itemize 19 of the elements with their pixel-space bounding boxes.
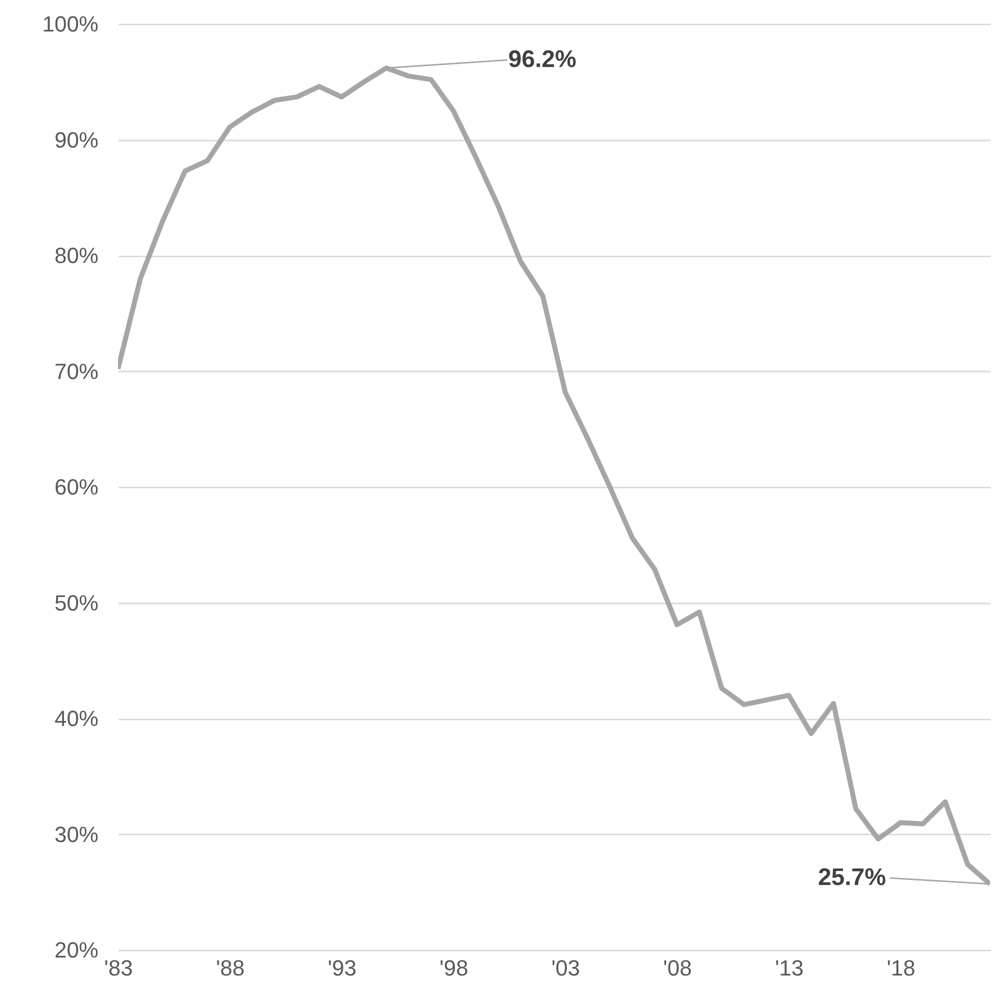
y-tick-label: 40% xyxy=(54,706,98,731)
x-tick-label: '18 xyxy=(886,956,916,980)
y-tick-label: 60% xyxy=(54,474,98,500)
y-tick-label: 70% xyxy=(54,358,98,384)
x-tick-label: '03 xyxy=(551,956,580,980)
y-tick-label: 20% xyxy=(54,938,98,962)
y-tick-label: 50% xyxy=(54,590,98,616)
x-tick-label: '88 xyxy=(216,956,245,980)
y-tick-label: 90% xyxy=(54,127,98,152)
x-tick-label: '13 xyxy=(774,956,804,980)
y-tick-label: 80% xyxy=(54,243,98,268)
x-tick-label: '08 xyxy=(663,956,692,980)
annotation: 96.2% xyxy=(508,46,576,73)
x-tick-label: '83 xyxy=(104,956,133,980)
y-tick-label: 100% xyxy=(42,12,98,36)
x-tick-label: '98 xyxy=(440,956,468,980)
annotation: 25.7% xyxy=(818,864,886,892)
x-tick-label: '93 xyxy=(328,956,356,980)
y-tick-label: 30% xyxy=(54,822,98,847)
